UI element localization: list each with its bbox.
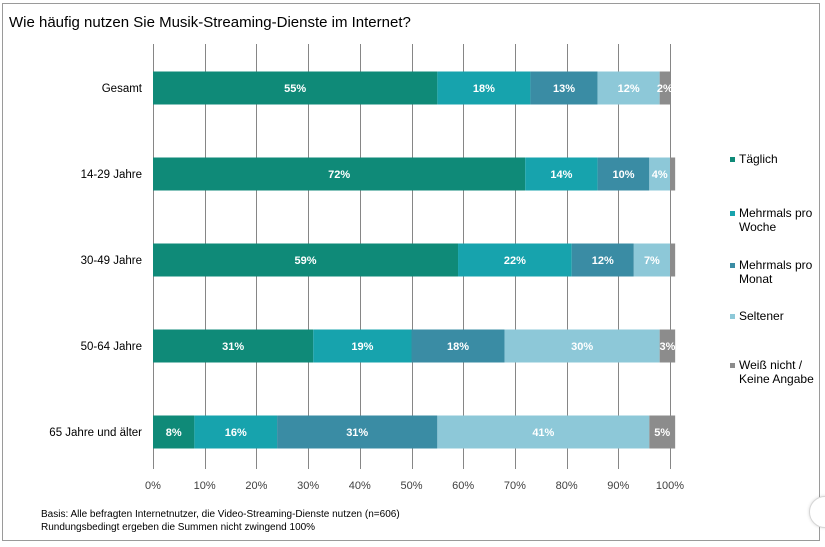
legend-swatch — [730, 363, 735, 368]
legend-label: Seltener — [739, 309, 784, 323]
bar-segment — [530, 71, 598, 105]
bar-value-label: 7% — [644, 255, 660, 267]
category-label: Gesamt — [102, 83, 143, 95]
x-tick-label: 10% — [194, 480, 216, 492]
x-tick-label: 40% — [349, 480, 371, 492]
bar-value-label: 4% — [652, 169, 668, 181]
bar-segment — [670, 157, 676, 191]
legend-label: Weiß nicht / Keine Angabe — [739, 358, 814, 386]
legend-item: Seltener — [730, 309, 784, 323]
category-label: 30-49 Jahre — [81, 255, 142, 267]
x-tick-label: 60% — [452, 480, 474, 492]
legend-swatch — [730, 314, 735, 319]
bar-segment — [437, 71, 531, 105]
bar-segment — [153, 157, 526, 191]
bar-value-label: 72% — [328, 169, 350, 181]
chart-title: Wie häufig nutzen Sie Musik-Streaming-Di… — [9, 14, 411, 31]
x-tick-label: 50% — [400, 480, 422, 492]
bar-segment — [313, 329, 412, 363]
bar-value-label: 18% — [473, 83, 495, 95]
category-label: 65 Jahre und älter — [49, 427, 142, 439]
x-tick-label: 80% — [556, 480, 578, 492]
bar-value-label: 3% — [659, 341, 675, 353]
x-axis-ticks: 0% 10% 20% 30% 40% 50% 60% 70% 80% 90% 100% — [145, 480, 684, 492]
bar-segment — [194, 415, 278, 449]
bar-value-label: 55% — [284, 83, 306, 95]
bar-segment — [504, 329, 660, 363]
x-tick-label: 90% — [607, 480, 629, 492]
legend-label: Mehrmals pro Woche — [739, 206, 813, 234]
bars: 55% 18% 13% 12% 2% 72% 14% 10% 4% 59% 22% 12% 7% 31% 1… — [153, 71, 676, 449]
legend-item: Täglich — [730, 152, 778, 166]
bar-segment — [649, 157, 670, 191]
bar-value-label: 16% — [225, 427, 247, 439]
bar-segment — [153, 243, 459, 277]
bar-segment — [153, 329, 314, 363]
bar-segment — [437, 415, 650, 449]
legend-label: Mehrmals pro Monat — [739, 258, 813, 286]
stacked-bar-chart: 55% 18% 13% 12% 2% 72% 14% 10% 4% 59% 22% 12% 7% 31% 1… — [49, 44, 684, 492]
legend-swatch — [730, 263, 735, 268]
footnote-basis: Basis: Alle befragten Internetnutzer, di… — [41, 509, 400, 520]
bar-segment — [458, 243, 572, 277]
legend-swatch — [730, 157, 735, 162]
bar-segment — [277, 415, 438, 449]
x-tick-label: 30% — [297, 480, 319, 492]
legend-swatch — [730, 211, 735, 216]
bar-segment — [659, 329, 676, 363]
x-tick-label: 0% — [145, 480, 161, 492]
chart-frame: Wie häufig nutzen Sie Musik-Streaming-Di… — [2, 3, 820, 541]
legend-item: Mehrmals pro Woche — [730, 206, 812, 234]
bar-segment — [597, 71, 660, 105]
bar-value-label: 41% — [532, 427, 554, 439]
footnote: Basis: Alle befragten Internetnutzer, di… — [41, 509, 400, 534]
legend-item: Weiß nicht / Keine Angabe — [730, 358, 814, 386]
bar-value-label: 18% — [447, 341, 469, 353]
bar-value-label: 59% — [294, 255, 316, 267]
category-labels: Gesamt 14-29 Jahre 30-49 Jahre 50-64 Jahre 6… — [49, 83, 143, 439]
bar-segment — [153, 415, 195, 449]
bar-segment — [525, 157, 598, 191]
bar-value-label: 2% — [657, 83, 673, 95]
bar-value-label: 10% — [612, 169, 634, 181]
footnote-rounding: Rundungsbedingt ergeben die Summen nicht… — [41, 521, 316, 533]
bar-segment — [649, 415, 676, 449]
bar-value-label: 12% — [592, 255, 614, 267]
bar-value-label: 13% — [553, 83, 575, 95]
category-label: 50-64 Jahre — [81, 341, 142, 353]
bar-value-label: 14% — [550, 169, 572, 181]
bar-segment — [571, 243, 634, 277]
bar-value-label: 12% — [618, 83, 640, 95]
bar-value-label: 31% — [346, 427, 368, 439]
bar-segment — [633, 243, 670, 277]
category-label: 14-29 Jahre — [81, 169, 142, 181]
bar-segment — [153, 71, 438, 105]
bar-value-label: 22% — [504, 255, 526, 267]
bar-segment — [670, 243, 676, 277]
bar-value-label: 19% — [351, 341, 373, 353]
bar-value-label: 30% — [571, 341, 593, 353]
bar-segment — [597, 157, 650, 191]
bar-value-label: 31% — [222, 341, 244, 353]
bar-value-label: 8% — [166, 427, 182, 439]
bar-segment — [659, 71, 670, 105]
bar-segment — [411, 329, 505, 363]
legend-item: Mehrmals pro Monat — [730, 258, 812, 286]
x-tick-label: 70% — [504, 480, 526, 492]
x-tick-label: 20% — [245, 480, 267, 492]
x-tick-label: 100% — [656, 480, 684, 492]
bar-value-label: 5% — [654, 427, 670, 439]
legend-label: Täglich — [739, 152, 778, 166]
